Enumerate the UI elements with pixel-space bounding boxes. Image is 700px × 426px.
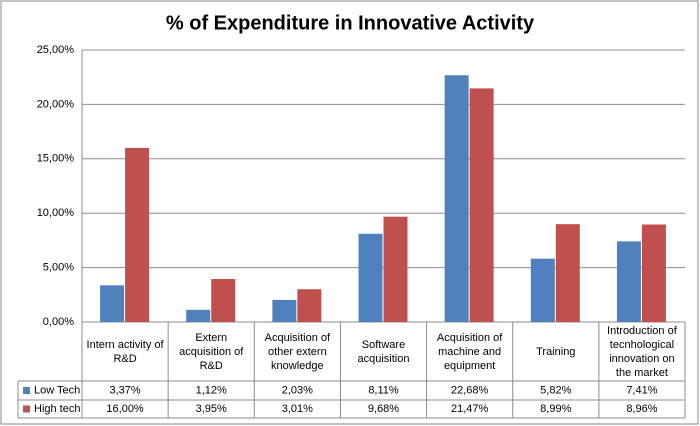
y-tick-label: 20,00% bbox=[37, 98, 75, 110]
x-tick-label: Intern activity of R&D bbox=[86, 338, 164, 365]
x-tick-label: Training bbox=[536, 345, 576, 358]
table-value: 8,99% bbox=[540, 403, 571, 415]
chart-title: % of Expenditure in Innovative Activity bbox=[166, 12, 535, 34]
table-value: 8,96% bbox=[626, 403, 657, 415]
category-cell: Intern activity of R&D bbox=[86, 338, 164, 365]
bar bbox=[641, 224, 666, 322]
bar bbox=[444, 75, 469, 322]
y-tick-label: 5,00% bbox=[43, 262, 74, 274]
bar bbox=[100, 285, 125, 322]
bar bbox=[530, 258, 555, 322]
x-tick-label: Extern acquisition of R&D bbox=[179, 331, 244, 372]
bar bbox=[125, 147, 150, 322]
category-cell: Acquisition of machine and equipment bbox=[436, 331, 503, 372]
bar bbox=[358, 233, 383, 322]
table-value: 8,11% bbox=[368, 384, 399, 396]
bar bbox=[272, 299, 297, 322]
table-value: 9,68% bbox=[368, 403, 399, 415]
legend-label: High tech bbox=[34, 403, 80, 415]
bar bbox=[616, 241, 641, 322]
x-tick-label: Software acquisition bbox=[357, 338, 410, 365]
y-tick-label: 15,00% bbox=[37, 153, 75, 165]
table-value: 1,12% bbox=[196, 384, 227, 396]
category-cell: Training bbox=[536, 345, 576, 358]
y-tick-label: 0,00% bbox=[43, 316, 74, 328]
bar bbox=[297, 289, 322, 322]
table-value: 21,47% bbox=[451, 403, 489, 415]
table-value: 2,03% bbox=[282, 384, 313, 396]
x-tick-label: Introduction of tecnhological innovation… bbox=[607, 324, 677, 379]
table-value: 7,41% bbox=[626, 384, 657, 396]
x-tick-label: Acquisition of other extern knowledge bbox=[264, 331, 331, 372]
x-tick-label: Acquisition of machine and equipment bbox=[436, 331, 503, 372]
y-tick-label: 25,00% bbox=[37, 44, 75, 56]
bar bbox=[555, 224, 580, 322]
bar bbox=[383, 216, 408, 322]
category-cell: Acquisition of other extern knowledge bbox=[264, 331, 331, 372]
legend-label: Low Tech bbox=[34, 384, 80, 396]
y-tick-label: 10,00% bbox=[37, 207, 75, 219]
bar bbox=[469, 88, 494, 322]
bar bbox=[186, 309, 211, 322]
legend-swatch bbox=[23, 405, 30, 413]
table-value: 3,01% bbox=[282, 403, 313, 415]
legend-swatch bbox=[23, 387, 30, 394]
table-value: 16,00% bbox=[106, 403, 144, 415]
table-value: 3,37% bbox=[109, 384, 140, 396]
table-value: 5,82% bbox=[540, 384, 571, 396]
category-cell: Introduction of tecnhological innovation… bbox=[607, 324, 677, 379]
table-value: 22,68% bbox=[451, 384, 489, 396]
category-cell: Extern acquisition of R&D bbox=[179, 331, 244, 372]
bar bbox=[211, 279, 236, 322]
table-value: 3,95% bbox=[196, 403, 227, 415]
category-cell: Software acquisition bbox=[357, 338, 410, 365]
